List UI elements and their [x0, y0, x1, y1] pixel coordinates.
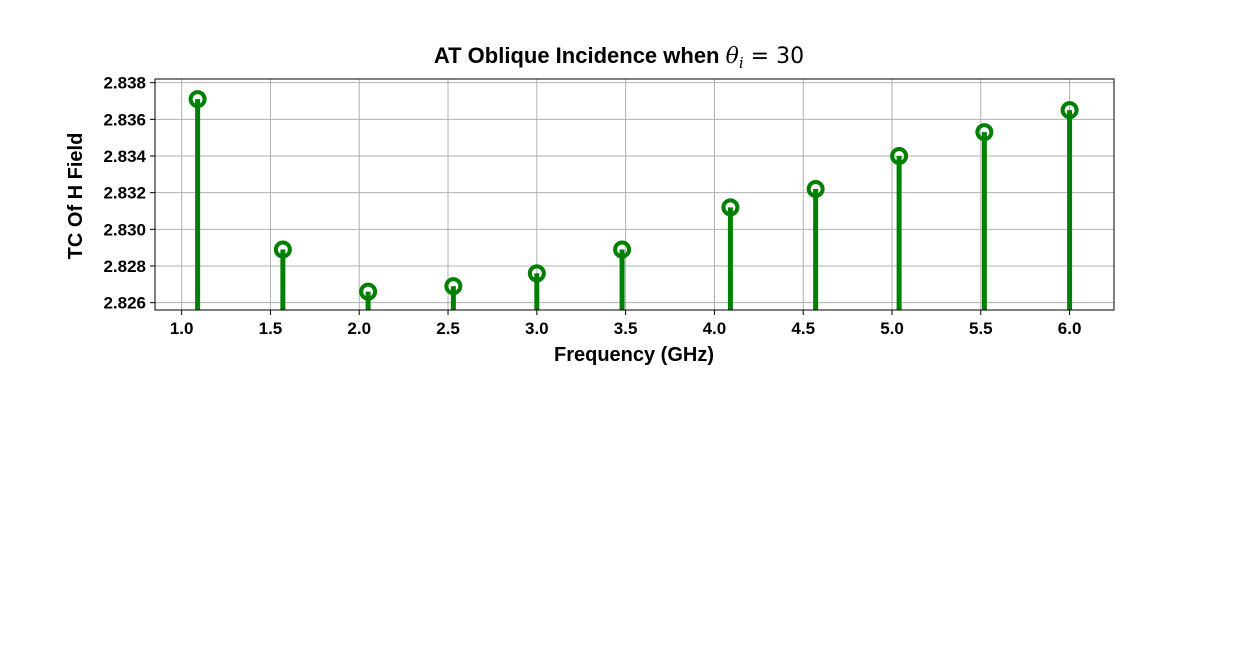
x-axis-label: Frequency (GHz) [554, 344, 714, 366]
x-tick-label: 1.5 [259, 319, 283, 338]
stem-marker [613, 240, 632, 259]
x-tick-label: 4.0 [703, 319, 727, 338]
stem-marker [273, 240, 292, 259]
stem-marker [188, 90, 207, 109]
y-tick-label: 2.832 [103, 184, 146, 203]
x-tick-label: 5.5 [969, 319, 993, 338]
y-tick-label: 2.828 [103, 257, 146, 276]
y-tick-label: 2.838 [103, 74, 146, 93]
grid-lines [155, 79, 1114, 310]
chart-title: AT Oblique Incidence when θi = 30 [434, 43, 804, 72]
x-tick-label: 2.5 [436, 319, 460, 338]
stem-marker [721, 198, 740, 217]
x-tick-label: 3.5 [614, 319, 638, 338]
x-tick-label: 5.0 [880, 319, 904, 338]
stem-marker [806, 180, 825, 198]
x-tick-label: 4.5 [791, 319, 815, 338]
x-tick-label: 2.0 [347, 319, 371, 338]
y-axis-ticks: 2.826 2.828 2.830 2.832 2.834 2.836 2.838 [103, 74, 155, 313]
x-tick-label: 6.0 [1058, 319, 1082, 338]
stem-marker [890, 147, 909, 165]
x-tick-label: 1.0 [170, 319, 194, 338]
stem-series [188, 90, 1079, 310]
stem-marker [527, 264, 546, 283]
x-tick-label: 3.0 [525, 319, 549, 338]
y-tick-label: 2.836 [103, 110, 146, 129]
plot-frame [154, 78, 1115, 311]
y-axis-label: TC Of H Field [65, 133, 87, 260]
y-tick-label: 2.834 [103, 147, 146, 166]
x-axis-ticks: 1.0 1.5 2.0 2.5 3.0 3.5 4.0 4.5 5.0 5.5 6.0 [170, 310, 1082, 338]
stem-marker [1060, 101, 1079, 120]
stem-marker [444, 277, 463, 296]
stem-marker [359, 282, 378, 301]
y-tick-label: 2.826 [103, 294, 146, 313]
y-tick-label: 2.830 [103, 220, 146, 239]
stem-marker [975, 123, 994, 142]
